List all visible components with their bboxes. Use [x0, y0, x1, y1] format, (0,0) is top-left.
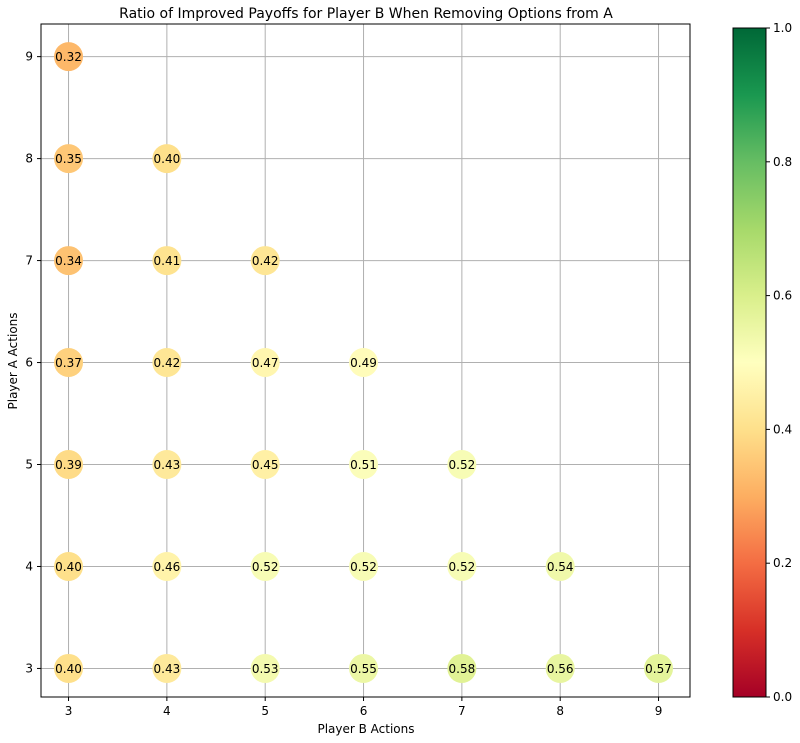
data-point [54, 348, 84, 378]
x-tick-label: 5 [261, 704, 269, 718]
data-label: 0.58 [449, 662, 476, 676]
data-point [152, 653, 182, 683]
data-point [54, 246, 84, 276]
y-tick-label: 9 [25, 50, 33, 64]
x-tick-label: 7 [458, 704, 466, 718]
y-tick-label: 7 [25, 254, 33, 268]
data-label: 0.40 [154, 152, 181, 166]
colorbar-tick-label: 0.0 [773, 690, 792, 704]
data-label: 0.39 [55, 458, 82, 472]
y-tick-label: 5 [25, 458, 33, 472]
colorbar-tick-label: 0.4 [773, 422, 792, 436]
data-label: 0.52 [449, 560, 476, 574]
colorbar-tick-label: 0.6 [773, 289, 792, 303]
colorbar-tick-label: 1.0 [773, 21, 792, 35]
x-tick-label: 3 [65, 704, 73, 718]
x-axis-title: Player B Actions [317, 722, 414, 736]
data-label: 0.52 [350, 560, 377, 574]
data-point [54, 653, 84, 683]
x-tick-label: 6 [360, 704, 368, 718]
data-point [152, 551, 182, 581]
data-label: 0.52 [449, 458, 476, 472]
data-point [152, 144, 182, 174]
x-ticks: 3 4 5 6 7 8 9 [65, 697, 663, 718]
data-point [54, 450, 84, 480]
data-point [250, 246, 280, 276]
data-label: 0.52 [252, 560, 279, 574]
data-label: 0.51 [350, 458, 377, 472]
data-point [545, 653, 575, 683]
colorbar-tick-label: 0.2 [773, 556, 792, 570]
y-axis-title: Player A Actions [6, 312, 20, 409]
data-label: 0.55 [350, 662, 377, 676]
data-label: 0.46 [154, 560, 181, 574]
data-point [250, 551, 280, 581]
data-point [250, 348, 280, 378]
points-layer [54, 42, 674, 683]
data-label: 0.41 [154, 254, 181, 268]
y-tick-label: 3 [25, 661, 33, 675]
chart-title: Ratio of Improved Payoffs for Player B W… [119, 6, 613, 22]
y-tick-label: 8 [25, 152, 33, 166]
grid-layer [41, 24, 690, 697]
colorbar-ticks: 0.0 0.2 0.4 0.6 0.8 1.0 [766, 21, 792, 704]
data-point [152, 450, 182, 480]
data-point [152, 246, 182, 276]
data-label: 0.40 [55, 560, 82, 574]
data-point [54, 551, 84, 581]
data-point [447, 551, 477, 581]
data-point [349, 450, 379, 480]
y-ticks: 3 4 5 6 7 8 9 [25, 50, 41, 675]
data-label: 0.45 [252, 458, 279, 472]
data-label: 0.47 [252, 356, 279, 370]
data-label: 0.49 [350, 356, 377, 370]
data-point [349, 348, 379, 378]
x-tick-label: 9 [655, 704, 663, 718]
data-label: 0.42 [252, 254, 279, 268]
data-label: 0.54 [547, 560, 574, 574]
y-tick-label: 6 [25, 356, 33, 370]
data-point [545, 551, 575, 581]
data-label: 0.32 [55, 50, 82, 64]
data-point [349, 653, 379, 683]
colorbar-tick-label: 0.8 [773, 155, 792, 169]
data-point [54, 144, 84, 174]
data-label: 0.56 [547, 662, 574, 676]
data-point [250, 450, 280, 480]
x-tick-label: 8 [556, 704, 564, 718]
data-label: 0.37 [55, 356, 82, 370]
y-tick-label: 4 [25, 559, 33, 573]
data-label: 0.34 [55, 254, 82, 268]
data-point [447, 450, 477, 480]
colorbar [732, 27, 767, 698]
data-point [54, 42, 84, 72]
data-label: 0.57 [645, 662, 672, 676]
x-tick-label: 4 [163, 704, 171, 718]
data-label: 0.40 [55, 662, 82, 676]
plot-frame [40, 23, 691, 698]
data-label: 0.43 [154, 458, 181, 472]
labels-layer: 0.32 0.35 0.40 0.34 0.41 0.42 0.37 0.42 0.47 0.49… [55, 50, 672, 676]
data-label: 0.35 [55, 152, 82, 166]
data-point [250, 653, 280, 683]
data-point [447, 653, 477, 683]
data-point [349, 551, 379, 581]
data-label: 0.43 [154, 662, 181, 676]
data-point [152, 348, 182, 378]
data-label: 0.42 [154, 356, 181, 370]
data-point [644, 653, 674, 683]
data-label: 0.53 [252, 662, 279, 676]
